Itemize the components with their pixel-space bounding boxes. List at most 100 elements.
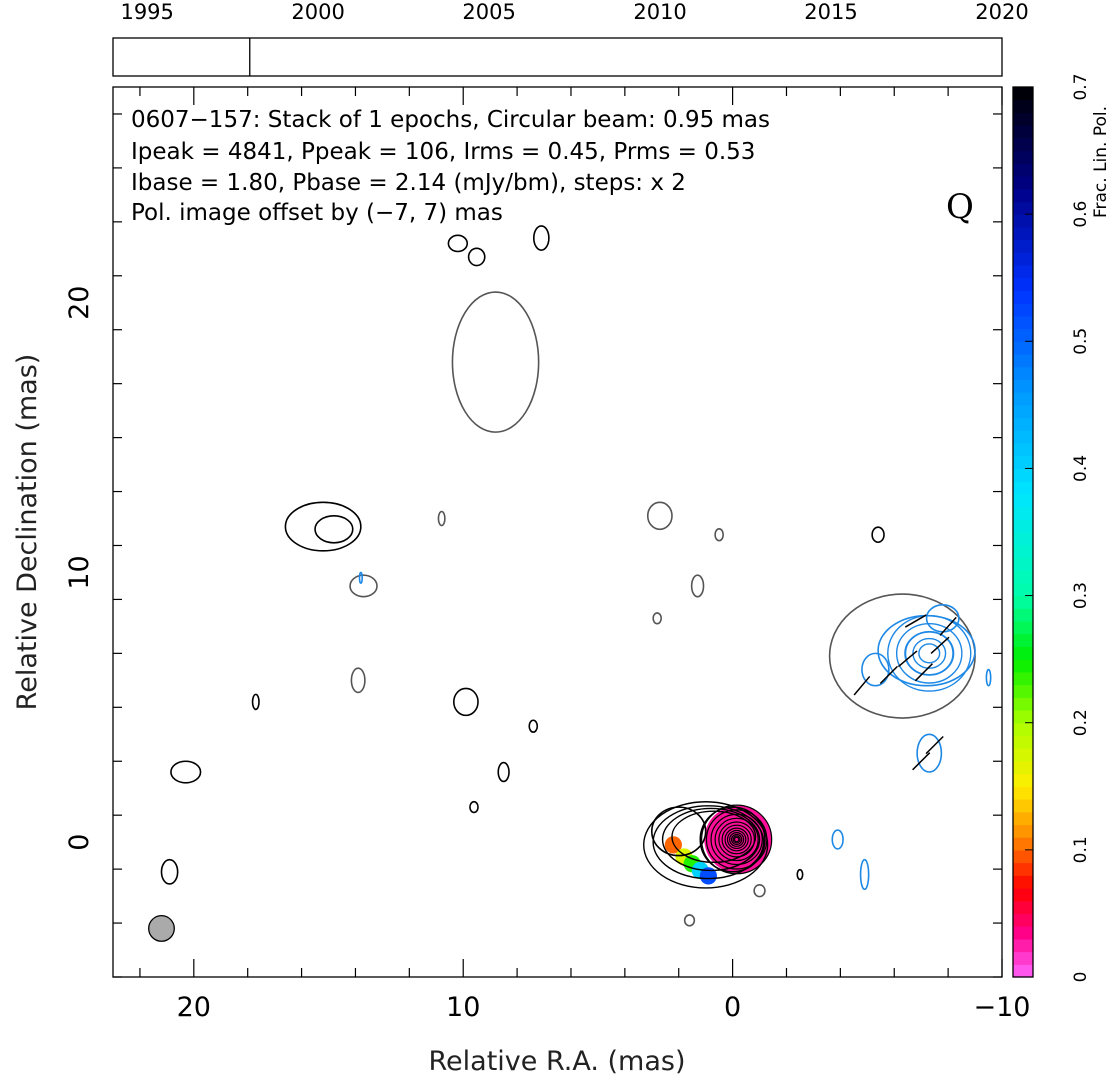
- colorbar-tick-label: 0.3: [1071, 582, 1091, 609]
- intensity-faint-contour: [714, 527, 724, 542]
- colorbar-band: [1013, 214, 1033, 228]
- core-envelope-contour: [671, 810, 757, 864]
- colorbar-tick-label: 0.2: [1071, 709, 1091, 736]
- intensity-faint-contour: [646, 501, 673, 531]
- colorbar-tick-label: 0.7: [1071, 73, 1091, 100]
- colorbar-band: [1013, 964, 1033, 978]
- intensity-faint-contour: [349, 574, 378, 598]
- colorbar-band: [1013, 900, 1033, 915]
- frac-pol-patch: [699, 867, 717, 885]
- map-frame: [112, 86, 1003, 978]
- map-panel: 20 10 0 −10 0 10 20: [64, 86, 1030, 1023]
- intensity-contour: [447, 234, 469, 253]
- polarization-contour: [861, 652, 890, 687]
- colorbar-tick-label: 0: [1071, 972, 1091, 983]
- colorbar-band: [1013, 392, 1033, 406]
- colorbar-band: [1013, 532, 1033, 546]
- colorbar-band: [1013, 811, 1033, 826]
- colorbar-band: [1013, 595, 1033, 609]
- colorbar-band: [1013, 290, 1033, 304]
- colorbar-band: [1013, 646, 1033, 660]
- colorbar-band: [1013, 888, 1033, 902]
- colorbar-frame: [1012, 86, 1034, 978]
- timeline-tick-label: 2005: [462, 0, 515, 24]
- colorbar-band: [1013, 163, 1033, 177]
- intensity-contour: [251, 693, 260, 711]
- intensity-faint-contour: [350, 667, 366, 694]
- intensity-contour: [170, 760, 202, 784]
- colorbar-band: [1013, 557, 1033, 571]
- polarization-core-contour: [912, 637, 947, 669]
- colorbar-band: [1013, 799, 1033, 813]
- colorbar-band: [1013, 938, 1033, 953]
- core-contour: [733, 836, 740, 843]
- colorbar-band: [1013, 430, 1033, 444]
- intensity-faint-contour: [652, 612, 663, 625]
- colorbar-band: [1013, 684, 1033, 698]
- core-envelope-contour: [652, 805, 765, 880]
- timeline-tick-label: 2020: [975, 0, 1028, 24]
- x-tick-label: 0: [724, 992, 741, 1023]
- polarization-contour: [831, 829, 844, 850]
- core-envelope-contour: [643, 801, 769, 889]
- intensity-contour: [871, 526, 885, 544]
- colorbar-band: [1013, 379, 1033, 393]
- timeline-tick-label: 2015: [804, 0, 857, 24]
- polarization-contour: [985, 668, 992, 687]
- x-tick-label: 20: [177, 992, 211, 1023]
- intensity-faint-contour: [690, 574, 705, 598]
- colorbar-band: [1013, 735, 1033, 749]
- y-tick-label: 10: [64, 555, 95, 589]
- polarization-core-contour: [904, 631, 954, 676]
- polarization-contour: [859, 858, 870, 891]
- evpa-vector: [904, 614, 927, 628]
- evpa-vector: [925, 735, 944, 755]
- colorbar-band: [1013, 582, 1033, 597]
- colorbar: 0 0.1 0.2 0.3 0.4 0.5 0.6 0.7 Frac. Lin. Pol.: [1012, 73, 1111, 983]
- core-contour: [724, 827, 749, 852]
- x-tick-label: 10: [446, 992, 480, 1023]
- intensity-contour: [650, 806, 707, 857]
- colorbar-band: [1013, 773, 1033, 787]
- polarization-contour: [916, 733, 943, 773]
- colorbar-band: [1013, 328, 1033, 342]
- colorbar-band: [1013, 697, 1033, 711]
- x-axis-title: Relative R.A. (mas): [429, 1046, 686, 1077]
- core-contour: [730, 833, 743, 846]
- colorbar-band: [1013, 176, 1033, 190]
- colorbar-band: [1013, 125, 1033, 139]
- colorbar-band: [1013, 824, 1033, 838]
- colorbar-band: [1013, 875, 1033, 889]
- colorbar-band: [1013, 188, 1033, 203]
- intensity-faint-contour: [683, 914, 696, 927]
- epoch-timeline: 1995 2000 2005 2010 2015 2020: [112, 0, 1029, 77]
- colorbar-tick-label: 0.5: [1071, 328, 1091, 355]
- colorbar-band: [1013, 608, 1033, 622]
- intensity-contour: [497, 761, 510, 783]
- colorbar-band: [1013, 913, 1033, 927]
- colorbar-band: [1013, 671, 1033, 686]
- colorbar-band: [1013, 926, 1033, 940]
- colorbar-band: [1013, 417, 1033, 431]
- colorbar-band: [1013, 150, 1033, 164]
- colorbar-band: [1013, 341, 1033, 355]
- colorbar-band: [1013, 951, 1033, 965]
- offset-note: Pol. image offset by (−7, 7) mas: [131, 200, 503, 226]
- colorbar-band: [1013, 455, 1033, 470]
- intensity-contour: [467, 247, 486, 267]
- evpa-vector: [879, 665, 898, 685]
- intensity-contour: [284, 501, 362, 552]
- colorbar-band: [1013, 99, 1033, 114]
- polarization-core-contour: [887, 614, 972, 692]
- evpa-vector: [897, 650, 918, 668]
- colorbar-band: [1013, 366, 1033, 381]
- corner-label: Q: [946, 187, 974, 227]
- info-line-1: 0607−157: Stack of 1 epochs, Circular be…: [131, 107, 770, 133]
- y-axis-title: Relative Declination (mas): [12, 354, 43, 711]
- polarization-core-contour: [895, 623, 963, 684]
- colorbar-band: [1013, 303, 1033, 317]
- core-contour: [729, 831, 745, 847]
- colorbar-band: [1013, 252, 1033, 266]
- core-envelope-contour: [661, 807, 761, 872]
- timeline-frame: [112, 37, 1003, 77]
